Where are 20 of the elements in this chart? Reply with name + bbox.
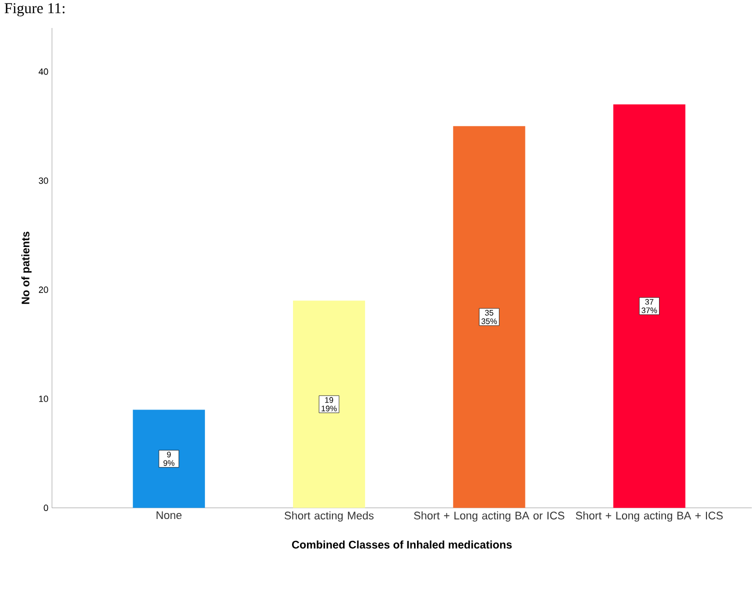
data-label: 19 19% [322,397,337,412]
x-tick-label: Short acting Meds [284,511,374,522]
data-label: 35 35% [481,310,497,324]
x-axis-title: Combined Classes of Inhaled medications [292,540,512,549]
data-label: 9 9% [163,452,174,466]
y-tick-label: 10 [39,396,48,402]
y-tick-label: 30 [38,178,48,184]
y-tick-label: 20 [38,286,48,293]
bar [132,410,205,508]
x-tick-label: Short + Long acting BA or ICS [414,511,564,522]
caption: Figure 11: [4,3,64,16]
bar [613,104,686,508]
x-tick-label: Short + Long acting BA + ICS [576,511,723,522]
x-tick-label: None [156,511,182,520]
y-axis-title: No of patients [21,232,32,304]
data-label: 37 37% [642,299,658,314]
bar [453,126,526,508]
bar [293,300,366,508]
y-tick-label: 40 [38,68,48,75]
y-tick-label: 0 [44,504,48,512]
